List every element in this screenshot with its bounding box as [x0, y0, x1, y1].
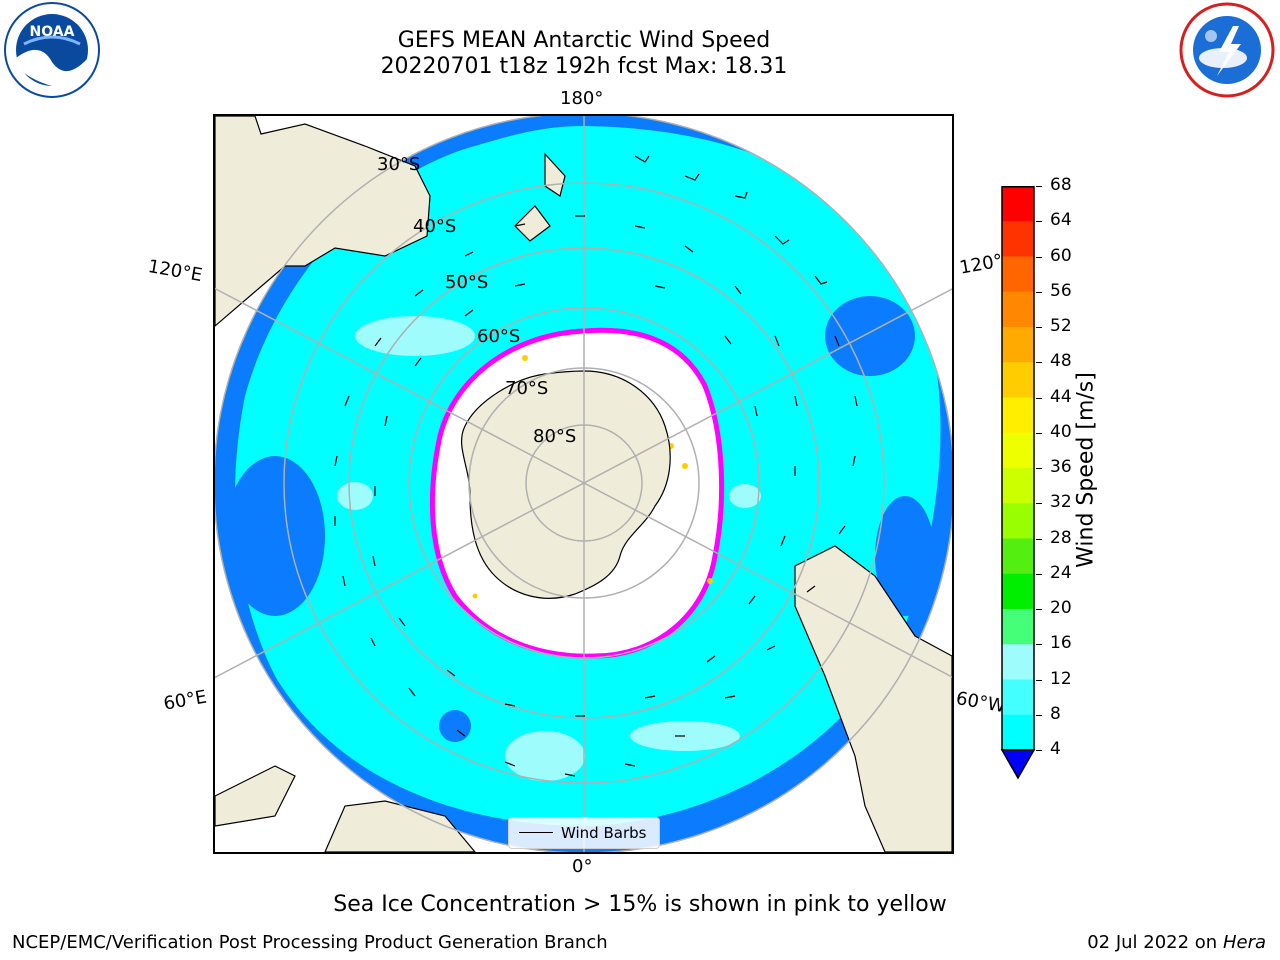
colorbar-tick-label: 68	[1050, 175, 1072, 195]
colorbar-tick-label: 8	[1050, 703, 1061, 724]
colorbar-tick-label: 4	[1050, 739, 1061, 759]
nws-logo	[1175, 0, 1280, 100]
colorbar-segment	[1002, 538, 1034, 575]
colorbar-tick-mark	[1036, 503, 1042, 505]
lon-label-120e: 120°E	[146, 256, 204, 287]
lat-label-30s: 30°S	[377, 154, 420, 175]
graticule	[215, 116, 952, 852]
colorbar-tick-label: 16	[1050, 633, 1072, 654]
colorbar-segment	[1002, 679, 1034, 716]
colorbar-tick-mark	[1036, 256, 1042, 258]
colorbar-segment	[1002, 397, 1034, 434]
footer-date: 02 Jul 2022 on Hera	[1087, 932, 1266, 953]
sea-ice-caption: Sea Ice Concentration > 15% is shown in …	[333, 892, 947, 917]
colorbar-tick-label: 40	[1050, 421, 1072, 442]
lat-label-50s: 50°S	[445, 272, 488, 293]
lon-label-60e: 60°E	[162, 686, 209, 715]
colorbar-tick-label: 20	[1050, 598, 1072, 618]
colorbar-tick-mark	[1036, 573, 1042, 575]
colorbar-tick-mark	[1036, 221, 1042, 223]
colorbar-tick-label: 56	[1050, 280, 1072, 301]
lon-label-0: 0°	[572, 856, 593, 877]
chart-subtitle: 20220701 t18z 192h fcst Max: 18.31	[380, 54, 788, 79]
colorbar-segment	[1002, 468, 1034, 504]
colorbar-tick-mark	[1036, 362, 1042, 364]
colorbar-tick-label: 24	[1050, 562, 1072, 583]
noaa-logo: NOAA	[0, 0, 105, 100]
colorbar-tick-mark	[1036, 186, 1042, 187]
south-america-land	[794, 545, 952, 852]
colorbar-segment	[1002, 186, 1034, 222]
colorbar-scale	[1000, 186, 1036, 780]
map-frame: 30°S 40°S 50°S 60°S 70°S 80°S	[213, 114, 954, 854]
lat-label-60s: 60°S	[477, 326, 520, 347]
colorbar-segment	[1002, 221, 1034, 257]
colorbar-tick-mark	[1036, 714, 1042, 716]
chart-title: GEFS MEAN Antarctic Wind Speed	[397, 28, 771, 53]
lon-label-180: 180°	[560, 88, 604, 109]
antarctica-land	[460, 370, 671, 599]
footer-branch: NCEP/EMC/Verification Post Processing Pr…	[12, 932, 608, 953]
colorbar-segment	[1002, 609, 1034, 645]
footer-host: Hera	[1222, 932, 1266, 953]
colorbar-segment	[1002, 714, 1034, 751]
lat-label-80s: 80°S	[533, 426, 576, 447]
nws-logo-icon	[1179, 2, 1275, 98]
antarctic-map: 30°S 40°S 50°S 60°S 70°S 80°S	[215, 116, 952, 852]
colorbar-segment	[1002, 644, 1034, 680]
colorbar-tick-mark	[1036, 644, 1042, 646]
colorbar-border	[1001, 186, 1035, 751]
colorbar-segment	[1002, 503, 1034, 539]
colorbar-tick-label: 32	[1050, 492, 1072, 513]
madagascar-land	[324, 800, 476, 852]
colorbar-tick-mark	[1036, 538, 1042, 540]
colorbar-tick-label: 44	[1050, 386, 1072, 407]
wind-barbs-legend-label: Wind Barbs	[561, 824, 647, 842]
colorbar-tick-mark	[1036, 291, 1042, 293]
colorbar-tick-label: 64	[1050, 210, 1072, 231]
footer-date-text: 02 Jul 2022 on	[1087, 932, 1223, 953]
colorbar-tick-label: 12	[1050, 668, 1072, 689]
colorbar-tick-mark	[1036, 468, 1042, 469]
wind-barbs	[334, 155, 858, 777]
colorbar-tick-mark	[1036, 750, 1042, 751]
lat-label-70s: 70°S	[505, 378, 548, 399]
colorbar-segment	[1002, 362, 1034, 398]
noaa-logo-icon: NOAA	[4, 2, 100, 98]
colorbar-tick-label: 60	[1050, 245, 1072, 266]
colorbar-segment	[1002, 291, 1034, 328]
colorbar-tick-mark	[1036, 327, 1042, 328]
colorbar-tick-label: 36	[1050, 457, 1072, 477]
colorbar-tick-label: 52	[1050, 316, 1072, 336]
africa-land	[215, 765, 296, 827]
lat-label-40s: 40°S	[413, 216, 456, 237]
colorbar-tick-label: 28	[1050, 527, 1072, 548]
new-zealand-land	[514, 152, 566, 242]
colorbar-tick-label: 48	[1050, 351, 1072, 372]
colorbar-segment	[1002, 327, 1034, 363]
wind-barb-legend-line	[519, 832, 553, 833]
colorbar-tick-mark	[1036, 679, 1042, 681]
colorbar-tick-mark	[1036, 397, 1042, 399]
colorbar	[1000, 186, 1036, 786]
colorbar-extend-triangle	[1000, 749, 1036, 780]
colorbar-segment	[1002, 573, 1034, 610]
wind-barbs-legend: Wind Barbs	[508, 817, 660, 849]
noaa-logo-text: NOAA	[30, 24, 75, 40]
colorbar-ticks: 68 64 60 56 52 48 44 40 36 32 28 24 20 16 12 8 4	[1036, 175, 1076, 766]
colorbar-tick-mark	[1036, 432, 1042, 434]
colorbar-tick-mark	[1036, 609, 1042, 610]
colorbar-segment	[1002, 432, 1034, 469]
colorbar-label: Wind Speed [m/s]	[1073, 372, 1099, 568]
colorbar-segment	[1002, 256, 1034, 293]
